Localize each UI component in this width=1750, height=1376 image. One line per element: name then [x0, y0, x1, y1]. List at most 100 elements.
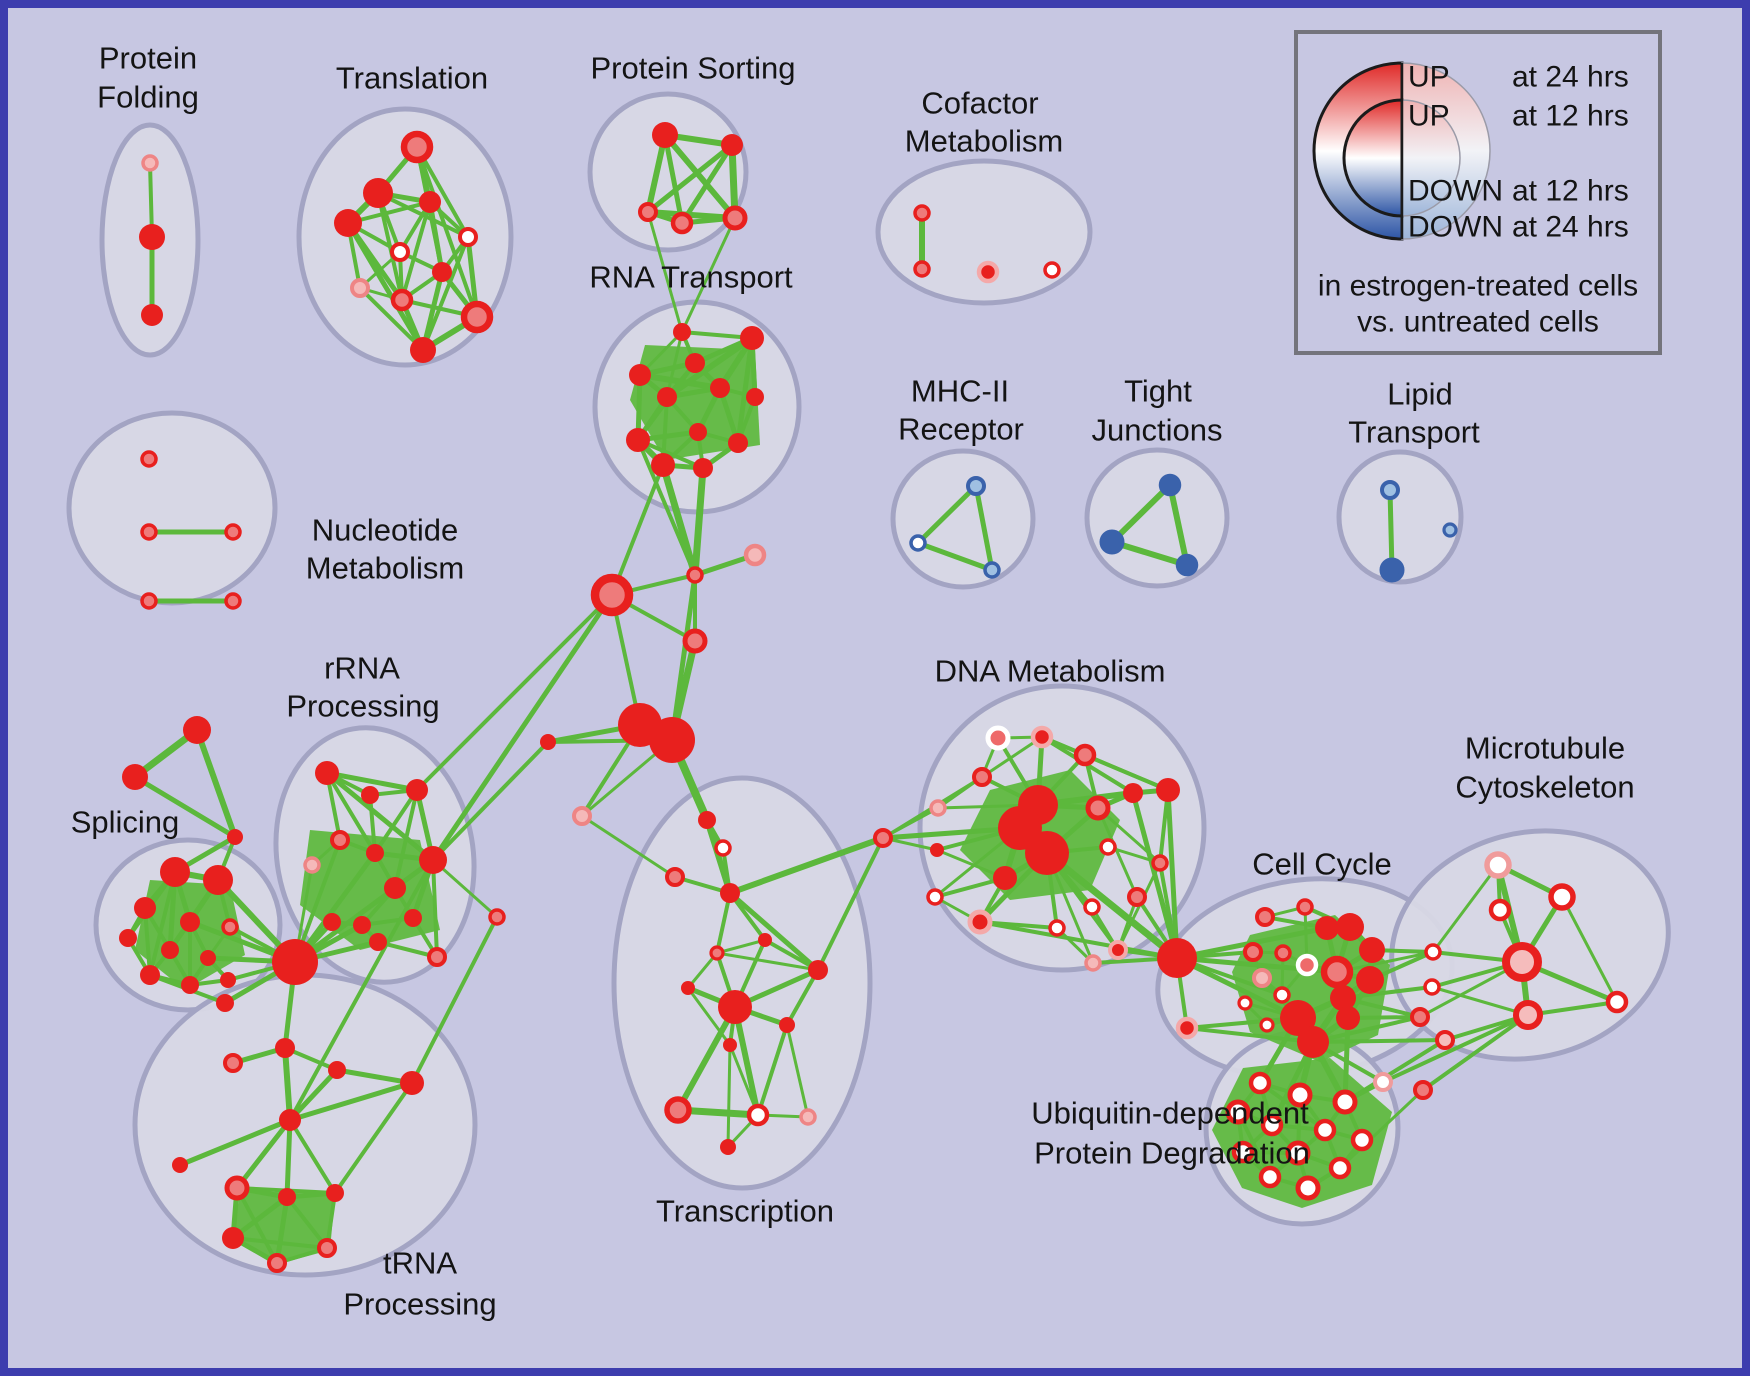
- network-node: [779, 1017, 795, 1033]
- cluster-label: Lipid: [1387, 377, 1453, 412]
- network-node: [1336, 1006, 1360, 1030]
- network-node: [913, 204, 931, 222]
- network-edge: [1311, 1015, 1422, 1044]
- network-edge: [325, 771, 377, 855]
- network-edge: [973, 483, 995, 573]
- network-node: [685, 353, 705, 373]
- network-node: [140, 523, 158, 541]
- network-node: [1243, 942, 1263, 962]
- network-node: [709, 945, 725, 961]
- network-edge: [646, 210, 684, 334]
- network-node: [216, 994, 234, 1012]
- network-node: [139, 224, 165, 250]
- network-node: [181, 976, 199, 994]
- network-edge: [1258, 1081, 1327, 1132]
- network-node: [366, 844, 384, 862]
- network-edge: [664, 335, 755, 400]
- network-node: [353, 916, 371, 934]
- network-node: [1287, 1082, 1313, 1108]
- network-edge: [324, 770, 436, 863]
- network-node: [1296, 898, 1314, 916]
- network-node: [1273, 986, 1291, 1004]
- network-node: [664, 1096, 692, 1124]
- network-node: [1108, 940, 1128, 960]
- network-node: [410, 337, 436, 363]
- network-node: [223, 1053, 243, 1073]
- network-node: [746, 388, 764, 406]
- cluster-label: Cell Cycle: [1252, 847, 1392, 882]
- network-node: [1083, 898, 1101, 916]
- network-edge: [1560, 895, 1619, 1004]
- network-edge: [1338, 1088, 1425, 1170]
- network-node: [222, 1227, 244, 1249]
- network-edge: [230, 1194, 290, 1241]
- network-edge: [235, 1186, 279, 1265]
- network-edge: [1387, 487, 1395, 573]
- network-node: [140, 965, 160, 985]
- network-edge: [1421, 1013, 1530, 1092]
- network-node: [224, 592, 242, 610]
- network-node: [1379, 557, 1405, 583]
- network-node: [985, 725, 1011, 751]
- network-edge: [431, 858, 439, 959]
- network-node: [419, 846, 447, 874]
- network-node: [119, 929, 137, 947]
- network-edge: [234, 1117, 293, 1191]
- network-edge: [816, 836, 885, 972]
- network-node: [1255, 907, 1275, 927]
- network-edge: [400, 200, 432, 302]
- network-edge: [933, 876, 1007, 899]
- cluster-label: Metabolism: [905, 124, 1064, 159]
- network-node: [1320, 955, 1354, 989]
- network-edge: [148, 870, 177, 977]
- network-node: [1099, 838, 1117, 856]
- network-edge: [580, 814, 677, 879]
- network-node: [1359, 937, 1385, 963]
- cluster-label: Microtubule: [1465, 731, 1625, 766]
- network-node: [1373, 1072, 1393, 1092]
- legend-time-label: at 24 hrs: [1512, 211, 1629, 244]
- cluster-label: Protein: [99, 41, 197, 76]
- network-edge: [324, 770, 420, 793]
- network-node: [1605, 990, 1629, 1014]
- network-node: [141, 154, 159, 172]
- network-node: [404, 909, 422, 927]
- network-node: [740, 326, 764, 350]
- network-edge: [346, 200, 432, 225]
- network-node: [315, 761, 339, 785]
- cluster-label: Folding: [97, 80, 199, 115]
- cluster-label: Tight: [1124, 374, 1192, 409]
- network-node: [427, 947, 447, 967]
- network-node: [361, 786, 379, 804]
- network-edge: [1430, 985, 1530, 1017]
- network-edge: [373, 788, 419, 855]
- network-node: [758, 933, 772, 947]
- network-edge: [645, 142, 735, 215]
- network-node: [657, 387, 677, 407]
- network-node: [303, 856, 321, 874]
- network-edge: [1109, 539, 1190, 568]
- network-node: [384, 877, 406, 899]
- legend-direction-label: UP: [1408, 100, 1450, 133]
- cluster-label: rRNA: [324, 651, 400, 686]
- network-edge: [980, 735, 1044, 779]
- network-node: [1048, 919, 1066, 937]
- cluster-ellipse-tight-junctions: [1084, 447, 1230, 589]
- network-node: [317, 1238, 337, 1258]
- network-node: [929, 799, 947, 817]
- network-node: [629, 364, 651, 386]
- network-node: [458, 227, 478, 247]
- cluster-label: Processing: [343, 1287, 496, 1322]
- network-node: [670, 211, 694, 235]
- network-node: [334, 209, 362, 237]
- network-node: [993, 866, 1017, 890]
- network-node: [972, 767, 992, 787]
- legend-glyph-inner-right: [1401, 99, 1461, 217]
- network-node: [224, 523, 242, 541]
- network-node: [160, 857, 190, 887]
- network-node: [540, 734, 556, 750]
- network-edge: [715, 951, 820, 972]
- network-node: [279, 1109, 301, 1131]
